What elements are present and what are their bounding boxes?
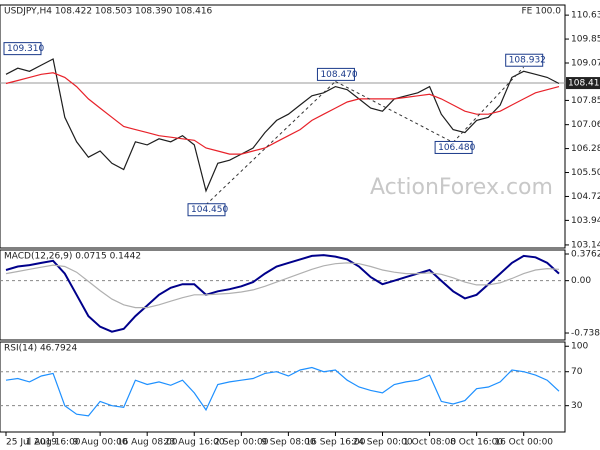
series-line bbox=[5, 72, 560, 155]
panel-frame bbox=[0, 4, 566, 249]
panel-title: USDJPY,H4 108.422 108.503 108.390 108.41… bbox=[4, 7, 213, 17]
annotation-box bbox=[434, 140, 473, 154]
y-tick-label: 100 bbox=[571, 342, 588, 352]
current-price-label: 108.416 bbox=[568, 79, 600, 89]
y-tick-label: 70 bbox=[571, 367, 583, 377]
y-tick-label: 103.140 bbox=[571, 240, 600, 250]
y-tick-label: 105.500 bbox=[571, 168, 600, 178]
series-line bbox=[5, 254, 560, 333]
y-tick-label: -0.7385 bbox=[571, 329, 600, 339]
fe-line bbox=[452, 66, 525, 143]
annotation-box bbox=[3, 42, 42, 56]
fe-label: FE 100.0 bbox=[522, 7, 562, 17]
x-tick-label: 9 Sep 08:00 bbox=[261, 438, 316, 448]
y-tick-label: 107.850 bbox=[571, 96, 600, 106]
y-tick-label: 109.070 bbox=[571, 58, 600, 68]
series-line bbox=[5, 262, 560, 309]
fe-line bbox=[335, 80, 454, 143]
x-tick-label: 2 Sep 00:00 bbox=[214, 438, 269, 448]
panel-title: MACD(12,26,9) 0.0715 0.1442 bbox=[4, 252, 141, 262]
x-tick-label: 16 Oct 00:00 bbox=[494, 438, 553, 448]
x-tick-label: 1 Aug 16:00 bbox=[26, 438, 81, 448]
annotation-box bbox=[187, 203, 226, 217]
panel-title: RSI(14) 46.7924 bbox=[4, 344, 77, 354]
current-price-box bbox=[566, 77, 600, 90]
y-tick-label: 104.720 bbox=[571, 192, 600, 202]
x-tick-label: 1 Oct 08:00 bbox=[403, 438, 456, 448]
annotation-label: 108.932 bbox=[509, 56, 546, 66]
x-tick-label: 16 Aug 08:00 bbox=[117, 438, 178, 448]
y-tick-label: 0.3762 bbox=[571, 249, 600, 259]
y-tick-label: 109.850 bbox=[571, 35, 600, 45]
x-tick-label: 24 Sep 00:00 bbox=[352, 438, 412, 448]
x-tick-label: 9 Aug 00:00 bbox=[73, 438, 128, 448]
annotation-label: 109.310 bbox=[7, 44, 44, 54]
x-tick-label: 25 Jul 2019 bbox=[6, 438, 57, 448]
x-tick-label: 8 Oct 16:00 bbox=[450, 438, 503, 448]
y-tick-label: 107.060 bbox=[571, 120, 600, 130]
annotation-label: 106.480 bbox=[438, 143, 475, 153]
watermark: ActionForex.com bbox=[370, 175, 553, 200]
y-tick-label: 110.630 bbox=[571, 11, 600, 21]
annotation-label: 104.450 bbox=[191, 205, 228, 215]
panel-frame bbox=[0, 341, 566, 433]
series-line bbox=[5, 366, 560, 417]
y-tick-label: 106.280 bbox=[571, 144, 600, 154]
y-tick-label: 103.940 bbox=[571, 216, 600, 226]
y-tick-label: 30 bbox=[571, 401, 583, 411]
series-line bbox=[5, 58, 560, 193]
annotation-box bbox=[505, 53, 544, 67]
x-tick-label: 23 Aug 16:00 bbox=[164, 438, 225, 448]
y-tick-label: 0.00 bbox=[571, 276, 591, 286]
panel-frame bbox=[0, 249, 566, 341]
annotation-label: 108.470 bbox=[320, 70, 357, 80]
x-tick-label: 16 Sep 16:00 bbox=[305, 438, 365, 448]
annotation-box bbox=[316, 67, 355, 81]
